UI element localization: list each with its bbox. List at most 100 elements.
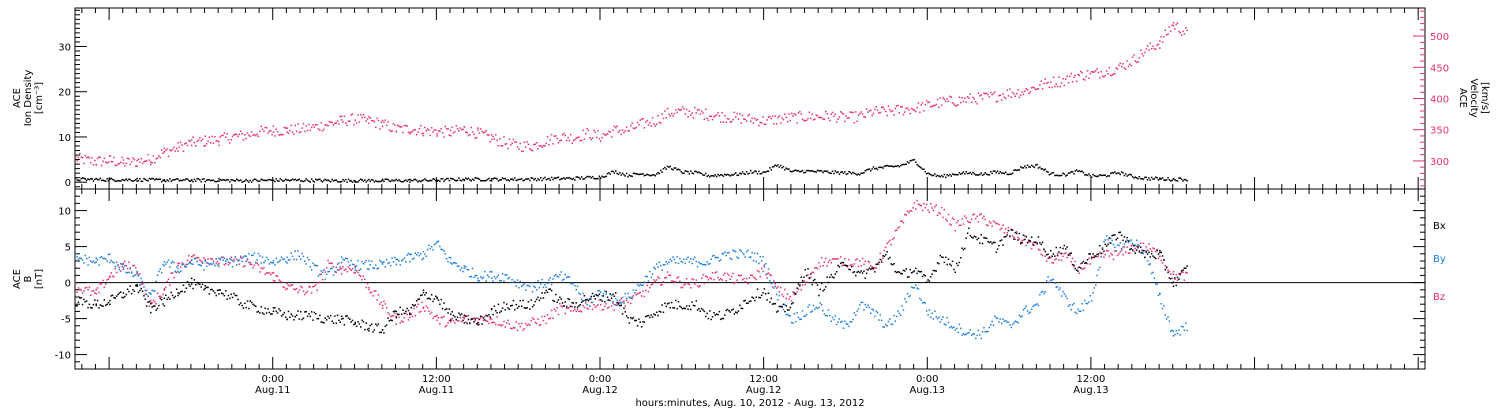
by-point — [263, 261, 265, 264]
bx-point — [1119, 231, 1121, 233]
bz-point — [250, 263, 253, 266]
bz-point — [669, 274, 671, 277]
velocity-point — [676, 111, 678, 114]
bz-point — [661, 284, 663, 286]
bz-point — [848, 258, 850, 261]
by-point — [231, 265, 234, 268]
density-point — [1055, 174, 1057, 177]
bx-point — [891, 264, 894, 266]
bx-point — [694, 305, 696, 307]
density-point — [961, 172, 963, 174]
density-point — [651, 174, 654, 176]
bx-point — [1112, 234, 1115, 236]
bz-point — [1092, 256, 1094, 259]
density-point — [1032, 165, 1034, 168]
bx-point — [1059, 246, 1061, 249]
by-point — [1135, 239, 1138, 241]
density-point — [600, 177, 602, 179]
velocity-point — [672, 115, 674, 117]
density-point — [628, 174, 631, 176]
bz-point — [805, 281, 808, 283]
bz-point — [77, 287, 80, 289]
velocity-point — [945, 100, 947, 103]
density-point — [466, 178, 468, 180]
bx-point — [223, 294, 226, 297]
velocity-point — [358, 121, 361, 123]
bz-point — [102, 279, 104, 282]
velocity-point — [830, 113, 832, 115]
density-point — [376, 180, 378, 183]
bx-point — [1118, 231, 1120, 234]
density-point — [583, 178, 586, 180]
velocity-point — [158, 155, 160, 157]
density-point — [1026, 164, 1029, 166]
by-point — [272, 262, 275, 264]
bx-point — [535, 298, 538, 301]
velocity-point — [163, 147, 166, 150]
density-point — [875, 167, 877, 170]
bz-point — [99, 283, 101, 285]
velocity-point — [636, 121, 639, 124]
velocity-point — [1175, 23, 1177, 26]
bx-point — [83, 298, 85, 301]
bx-point — [985, 237, 988, 240]
bx-point — [1172, 281, 1175, 283]
by-point — [887, 320, 890, 323]
density-point — [265, 179, 268, 182]
bx-point — [295, 314, 298, 316]
density-point — [665, 168, 667, 170]
density-point — [323, 179, 325, 182]
bx-point — [1111, 234, 1113, 237]
velocity-point — [1022, 93, 1025, 96]
bz-point — [1058, 259, 1060, 261]
density-point — [602, 176, 605, 178]
bz-point — [109, 275, 111, 277]
bz-point — [658, 277, 661, 280]
bx-point — [260, 306, 262, 308]
density-point — [680, 171, 682, 173]
bx-point — [184, 291, 186, 293]
density-point — [450, 177, 452, 180]
bx-point — [79, 297, 81, 299]
bx-point — [345, 315, 347, 317]
density-point — [1071, 171, 1074, 173]
bx-point — [668, 302, 670, 304]
bx-point — [473, 321, 475, 323]
density-point — [670, 168, 673, 170]
bz-point — [961, 218, 963, 220]
density-point — [709, 176, 711, 178]
velocity-point — [935, 103, 937, 106]
by-point — [507, 277, 509, 280]
bz-point — [925, 203, 928, 206]
bx-point — [467, 318, 470, 321]
bz-point — [1014, 238, 1016, 240]
bz-point — [407, 319, 410, 321]
bz-point — [415, 306, 418, 308]
bz-point — [1122, 253, 1124, 256]
by-point — [651, 273, 654, 275]
velocity-point — [342, 121, 344, 123]
bz-point — [325, 267, 328, 269]
bz-point — [662, 281, 665, 283]
density-point — [945, 176, 947, 179]
bx-point — [555, 293, 557, 296]
by-point — [230, 258, 232, 261]
bx-point — [87, 306, 89, 309]
by-point — [208, 263, 211, 266]
bx-point — [484, 319, 486, 321]
velocity-point — [1095, 69, 1097, 72]
bz-point — [306, 290, 309, 293]
time-tick-label-time: 12:00 — [422, 374, 451, 385]
density-point — [874, 168, 876, 170]
velocity-point — [225, 136, 227, 138]
velocity-point — [630, 124, 632, 127]
velocity-point — [548, 143, 550, 146]
bx-point — [885, 253, 887, 256]
by-point — [1101, 246, 1104, 249]
bx-point — [310, 311, 313, 313]
density-point — [953, 173, 955, 176]
bx-point — [238, 303, 241, 306]
velocity-point — [1048, 86, 1051, 88]
b-field-axis-title-line-2: B — [23, 275, 34, 282]
